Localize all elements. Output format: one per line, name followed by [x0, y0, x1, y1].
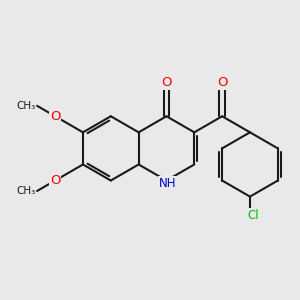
Text: NH: NH — [159, 177, 177, 190]
Text: O: O — [50, 110, 60, 123]
Text: CH₃: CH₃ — [16, 186, 36, 196]
Text: Cl: Cl — [247, 209, 259, 222]
Text: O: O — [217, 76, 227, 89]
Text: O: O — [50, 174, 60, 187]
Text: CH₃: CH₃ — [16, 101, 36, 111]
Text: O: O — [161, 76, 172, 89]
